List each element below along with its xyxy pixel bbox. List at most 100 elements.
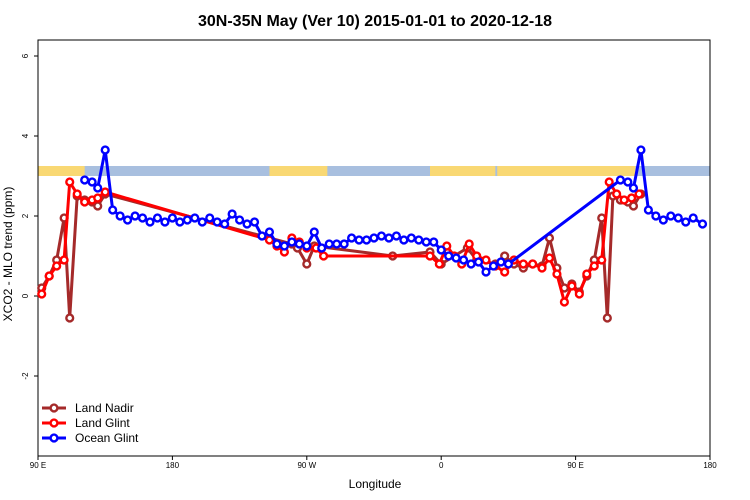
data-point <box>429 237 439 247</box>
x-axis-ticks: 90 E 180 90 W 0 90 E 180 <box>30 456 717 470</box>
data-point <box>697 219 708 229</box>
data-point <box>37 289 47 299</box>
data-point <box>552 269 562 279</box>
data-point <box>582 269 592 279</box>
data-point <box>384 233 394 243</box>
data-point <box>93 183 103 193</box>
data-point <box>496 257 506 267</box>
land-segment-3 <box>497 166 636 176</box>
data-point <box>100 145 110 155</box>
data-point <box>302 241 312 251</box>
ocean-band <box>38 166 710 176</box>
data-point <box>197 217 207 227</box>
data-point <box>72 189 82 199</box>
data-point <box>264 227 275 237</box>
data-point <box>636 145 646 155</box>
data-point <box>190 213 200 223</box>
x-tick-label-2: 90 W <box>297 461 316 470</box>
data-point <box>369 233 379 243</box>
data-point <box>227 209 237 219</box>
data-point <box>309 227 319 237</box>
data-point <box>643 205 654 215</box>
data-point <box>436 245 446 255</box>
data-point <box>612 189 622 199</box>
data-point <box>574 289 584 299</box>
data-point <box>628 183 639 193</box>
chart-title: 30N-35N May (Ver 10) 2015-01-01 to 2020-… <box>198 13 552 30</box>
x-axis-label: Longitude <box>349 477 402 491</box>
data-point <box>205 213 215 223</box>
data-point <box>376 231 387 241</box>
data-point <box>673 213 683 223</box>
data-point <box>666 211 676 221</box>
data-point <box>634 189 644 199</box>
data-point <box>182 215 192 225</box>
y-tick-label-4: 6 <box>21 53 30 58</box>
data-point <box>93 201 103 211</box>
data-point <box>317 243 327 253</box>
y-tick-label-2: 2 <box>21 213 30 218</box>
data-point <box>152 213 163 223</box>
data-point <box>503 259 514 269</box>
data-point <box>589 261 599 271</box>
data-point <box>434 259 444 269</box>
data-point <box>347 233 357 243</box>
data-point <box>481 267 491 277</box>
legend-marker <box>49 433 59 443</box>
data-point <box>528 259 538 269</box>
data-point <box>628 201 639 211</box>
data-point <box>52 261 62 271</box>
data-point <box>567 281 577 291</box>
data-point <box>339 239 349 249</box>
legend-label: Land Nadir <box>75 401 134 415</box>
data-point <box>59 255 69 265</box>
data-point <box>421 237 431 247</box>
data-point <box>167 213 178 223</box>
y-axis-ticks: -2 0 2 4 6 <box>21 53 38 380</box>
land-segment-1 <box>269 166 328 176</box>
data-point <box>361 235 372 245</box>
data-point <box>473 257 484 267</box>
data-point <box>658 215 668 225</box>
data-point <box>130 211 140 221</box>
data-point <box>212 217 222 227</box>
data-point <box>257 231 267 241</box>
legend-label: Ocean Glint <box>75 431 139 445</box>
series-layer <box>37 145 708 323</box>
data-point <box>87 177 97 187</box>
data-point <box>100 187 110 197</box>
data-point <box>602 313 612 323</box>
y-tick-label-3: 4 <box>21 133 30 138</box>
data-point <box>249 217 260 227</box>
data-point <box>597 255 607 265</box>
data-point <box>544 253 555 263</box>
land-ocean-band <box>38 166 710 176</box>
data-point <box>559 297 570 307</box>
data-point <box>108 205 118 215</box>
data-point <box>115 211 125 221</box>
data-point <box>500 267 510 277</box>
series-ocean-glint <box>80 145 708 277</box>
data-point <box>451 253 461 263</box>
data-point <box>604 177 614 187</box>
y-tick-label-0: -2 <box>21 372 30 380</box>
data-point <box>65 177 75 187</box>
y-axis-label: XCO2 - MLO trend (ppm) <box>1 187 15 322</box>
data-point <box>332 239 342 249</box>
data-point <box>80 197 90 207</box>
data-point <box>319 251 329 261</box>
data-point <box>160 217 170 227</box>
data-point <box>65 313 75 323</box>
data-point <box>235 215 245 225</box>
data-point <box>399 235 409 245</box>
data-point <box>518 259 528 269</box>
legend-label: Land Glint <box>75 416 130 430</box>
data-point <box>444 251 454 261</box>
data-point <box>651 211 661 221</box>
legend-item-0: Land Nadir <box>42 401 134 415</box>
legend-item-2: Ocean Glint <box>42 431 139 445</box>
data-point <box>324 239 334 249</box>
data-point <box>80 175 90 185</box>
data-point <box>425 251 435 261</box>
